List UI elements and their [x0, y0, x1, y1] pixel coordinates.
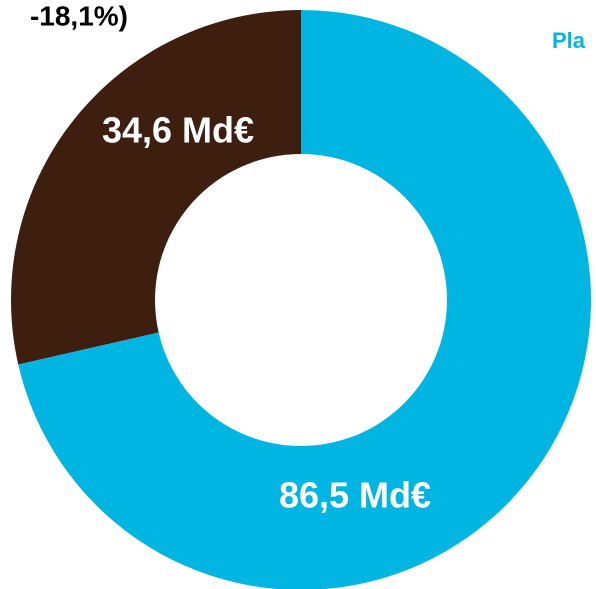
data-label: 86,5 Md€: [279, 475, 431, 516]
annotation: Pla: [552, 28, 586, 53]
donut-slice: [10, 10, 302, 365]
data-label: 34,6 Md€: [102, 110, 254, 151]
annotation: -18,1%): [30, 0, 128, 31]
donut-slice: [18, 10, 591, 589]
